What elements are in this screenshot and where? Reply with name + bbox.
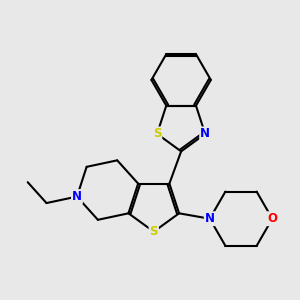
- Text: S: S: [149, 225, 158, 238]
- Text: S: S: [153, 128, 161, 140]
- Text: N: N: [72, 190, 82, 203]
- Text: O: O: [267, 212, 277, 225]
- Text: N: N: [200, 128, 210, 140]
- Text: N: N: [205, 212, 215, 225]
